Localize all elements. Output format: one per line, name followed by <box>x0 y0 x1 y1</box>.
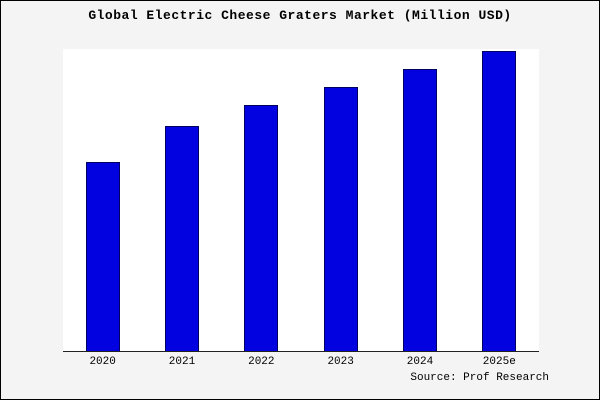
bar-2023 <box>323 87 358 351</box>
x-axis-labels: 2020 2021 2022 2023 2024 2025e <box>63 356 539 368</box>
bar-column-2020 <box>63 49 142 351</box>
bar-column-2022 <box>222 49 301 351</box>
bar-2021 <box>164 126 199 351</box>
bar-column-2023 <box>301 49 380 351</box>
plot-area <box>63 49 539 352</box>
bar-2020 <box>85 162 120 351</box>
x-tick-label-2020: 2020 <box>89 356 116 368</box>
x-tick-label-2022: 2022 <box>248 356 275 368</box>
bar-column-2024 <box>380 49 459 351</box>
x-tick-label-2023: 2023 <box>327 356 354 368</box>
bar-2022 <box>244 105 279 351</box>
source-credit: Source: Prof Research <box>410 372 549 384</box>
x-tick-label-2025e: 2025e <box>482 356 516 368</box>
chart-title: Global Electric Cheese Graters Market (M… <box>88 8 512 23</box>
bar-2024 <box>402 69 437 351</box>
bar-2025e <box>482 51 517 351</box>
x-tick-label-2024: 2024 <box>406 356 434 368</box>
bar-column-2021 <box>142 49 221 351</box>
x-tick-label-2021: 2021 <box>168 356 196 368</box>
bar-column-2025e <box>460 49 539 351</box>
